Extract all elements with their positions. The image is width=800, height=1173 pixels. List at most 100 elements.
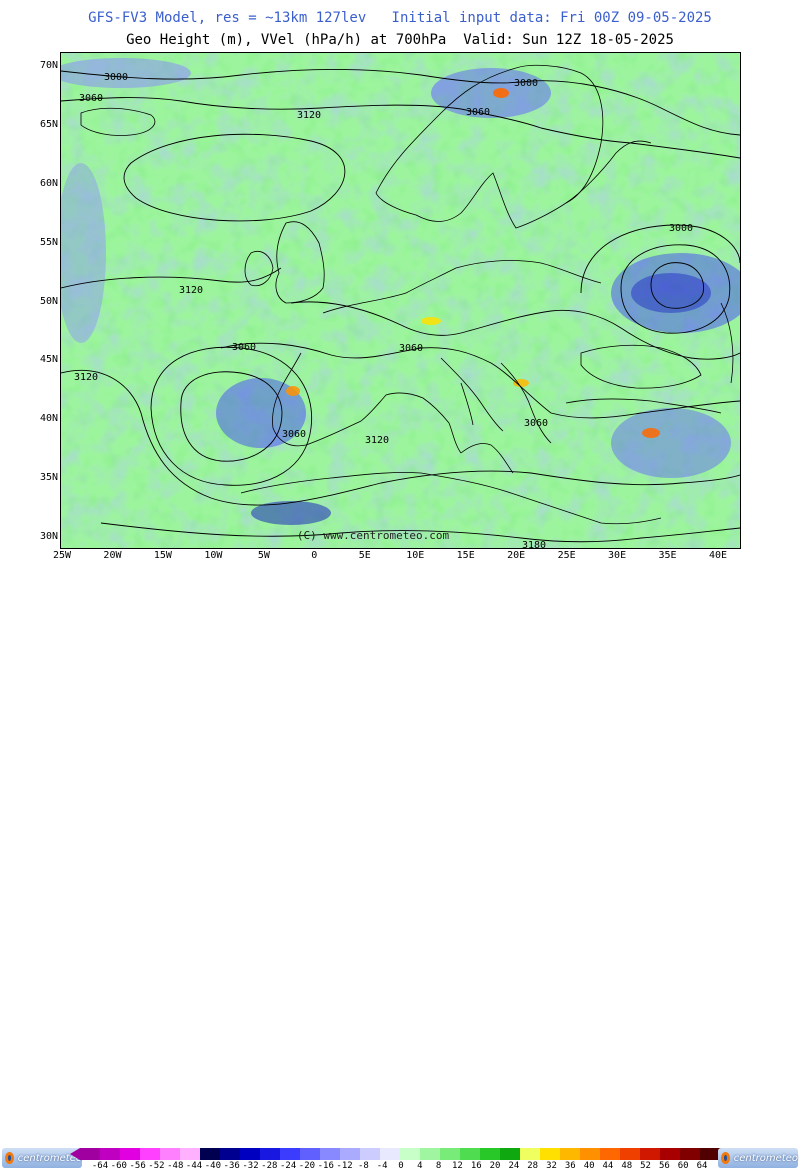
contour-low-iberia-inner: [180, 371, 283, 462]
contour-labels: 3000 3060 3120 3000 3060 3000 3120 3060 …: [74, 72, 693, 548]
colorbar-swatch: [680, 1148, 701, 1160]
contour-label: 3120: [74, 372, 98, 383]
descent-spot-norway: [493, 88, 509, 98]
longitude-label: 5W: [257, 550, 270, 561]
contour-low-east-inner: [650, 262, 704, 309]
colorbar-tick-label: -60: [110, 1161, 127, 1171]
forecast-map: 3000 3060 3120 3000 3060 3000 3120 3060 …: [61, 53, 740, 548]
colorbar-tick-label: -36: [223, 1161, 240, 1171]
latitude-label: 65N: [39, 118, 58, 130]
colorbar-tick-label: 64: [696, 1161, 708, 1171]
contour-label: 3060: [282, 429, 306, 440]
colorbar-tick-label: -4: [376, 1161, 388, 1171]
descent-spot-iberia: [286, 386, 300, 396]
colorbar-tick-label: 32: [546, 1161, 557, 1171]
colorbar-tick-label: 16: [470, 1161, 482, 1171]
colorbar-swatch: [500, 1148, 521, 1160]
colorbar-tick-label: 20: [489, 1161, 501, 1171]
contour-label: 3000: [669, 223, 693, 234]
continent-coast: [272, 260, 602, 474]
contour-label: 3000: [514, 78, 538, 89]
colorbar-swatch: [540, 1148, 561, 1160]
colorbar-tick-label: -8: [357, 1161, 369, 1171]
latitude-label: 45N: [39, 354, 58, 366]
contour-label: 3060: [399, 343, 423, 354]
colorbar-swatch: [640, 1148, 661, 1160]
vvel-texture-downward: [61, 53, 740, 548]
contour-3060-north: [61, 97, 740, 159]
contour-label: 3180: [522, 540, 546, 548]
contour-3000-east: [580, 224, 740, 294]
colorbar-swatch: [460, 1148, 481, 1160]
colorbar-tick-label: -48: [167, 1161, 184, 1171]
contour-3120-high: [123, 133, 346, 222]
colorbar-swatch: [240, 1148, 261, 1160]
longitude-label: 40E: [708, 550, 728, 561]
longitude-label: 35E: [658, 550, 677, 561]
colorbar-swatch: [420, 1148, 441, 1160]
colorbar-tick-label: 44: [602, 1161, 614, 1171]
contour-label: 3120: [179, 285, 203, 296]
italy-coast: [440, 357, 504, 432]
colorbar-tick-label: 60: [677, 1161, 689, 1171]
contour-low-iberia-outer: [150, 346, 313, 486]
map-subtitle: Geo Height (m), VVel (hPa/h) at 700hPa V…: [126, 32, 674, 48]
ascent-cell-eastern-low-core: [631, 273, 711, 313]
colorbar-swatch: [660, 1148, 681, 1160]
contour-label: 3060: [466, 107, 490, 118]
colorbar-tick-label: -12: [336, 1161, 353, 1171]
colorbar-swatch: [400, 1148, 421, 1160]
colorbar-tick-label: -40: [204, 1161, 222, 1171]
colorbar-swatch: [480, 1148, 501, 1160]
ascent-cell-turkey: [611, 408, 731, 478]
colorbar-tick-label: -24: [279, 1161, 297, 1171]
britain-coast: [275, 221, 325, 304]
colorbar-swatch: [200, 1148, 221, 1160]
watermark: (C) www.centrometeo.com: [297, 529, 450, 542]
colorbar-swatch: [180, 1148, 201, 1160]
longitude-label: 5E: [358, 550, 371, 561]
contour-label: 3060: [232, 342, 256, 353]
longitude-label: 15W: [153, 550, 172, 561]
colorbar-tick-label: -52: [148, 1161, 165, 1171]
map-panel: 3000 3060 3120 3000 3060 3000 3120 3060 …: [60, 52, 741, 549]
coastlines: [80, 64, 734, 525]
contour-label: 3120: [297, 110, 321, 121]
longitude-label: 30E: [608, 550, 627, 561]
colorbar-tick-label: -56: [129, 1161, 146, 1171]
colorbar-swatch: [340, 1148, 361, 1160]
longitude-label: 25E: [557, 550, 576, 561]
colorbar-tick-label: 8: [435, 1161, 442, 1171]
colorbar-swatch: [160, 1148, 181, 1160]
colorbar-swatch: [220, 1148, 241, 1160]
ascent-cell-iberia: [216, 378, 306, 448]
colorbar-tick-label: 24: [508, 1161, 520, 1171]
contour-label: 3000: [104, 72, 128, 83]
colorbar-swatch: [580, 1148, 601, 1160]
colorbar-swatch: [600, 1148, 621, 1160]
ireland-coast: [244, 251, 274, 287]
longitude-label: 25W: [52, 550, 72, 561]
colorbar-swatch: [140, 1148, 161, 1160]
colorbar-ticks: -64 -60 -56 -52 -48 -44 -40 -36 -32 -28 -24 -20 -16-…: [0, 1161, 800, 1173]
longitude-label: 20E: [507, 550, 526, 561]
colorbar-swatch: [380, 1148, 401, 1160]
contour-3120-south: [61, 369, 740, 506]
scandinavia-coast: [375, 64, 604, 229]
colorbar-tick-label: 0: [398, 1161, 404, 1171]
contour-3120-west: [61, 267, 282, 289]
longitude-label: 10E: [406, 550, 425, 561]
ascent-cell-eastern-low: [611, 253, 740, 333]
ascent-cell-north-atlantic: [61, 58, 191, 88]
ascent-cell-north-africa: [251, 501, 331, 525]
latitude-label: 35N: [39, 472, 58, 484]
colorbar-tick-label: -64: [91, 1161, 109, 1171]
descent-spot-turkey: [642, 428, 660, 438]
colorbar-tick-label: -32: [242, 1161, 259, 1171]
descent-spot-balkans: [513, 379, 529, 387]
balkans-coast: [500, 362, 552, 444]
colorbar-swatch: [120, 1148, 141, 1160]
height-contours: [61, 68, 740, 543]
latitude-label: 55N: [39, 236, 58, 248]
colorbar-tick-label: -28: [261, 1161, 278, 1171]
